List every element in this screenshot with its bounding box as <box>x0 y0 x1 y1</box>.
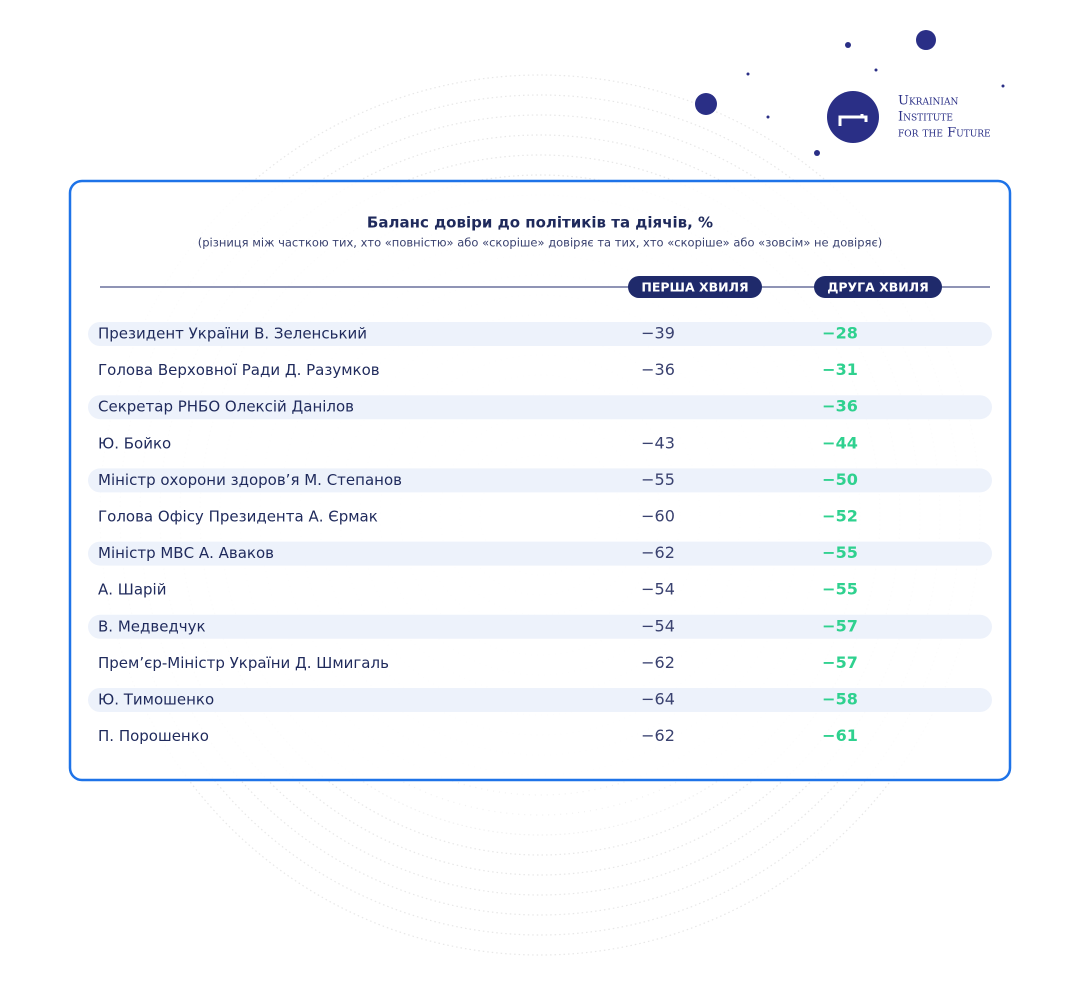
first-wave-value: −62 <box>641 543 675 562</box>
second-wave-value: −58 <box>822 690 858 709</box>
row-label: П. Порошенко <box>98 727 209 745</box>
column-pill <box>814 276 942 298</box>
second-wave-value: −55 <box>822 543 858 562</box>
logo-key <box>838 114 868 126</box>
second-wave-value: −50 <box>822 470 858 489</box>
first-wave-value: −62 <box>641 653 675 672</box>
decor-dot <box>695 93 717 115</box>
first-wave-value: −55 <box>641 470 675 489</box>
second-wave-value: −36 <box>822 397 858 416</box>
decor-dot <box>845 42 851 48</box>
first-wave-value: −39 <box>641 324 675 343</box>
second-wave-value: −31 <box>822 360 858 379</box>
first-wave-value: −62 <box>641 726 675 745</box>
column-pill <box>628 276 762 298</box>
second-wave-value: −28 <box>822 324 858 343</box>
second-wave-value: −55 <box>822 580 858 599</box>
second-wave-value: −44 <box>822 433 858 452</box>
column-header: ПЕРША ХВИЛЯ <box>641 280 748 295</box>
first-wave-value: −64 <box>641 690 675 709</box>
row-band <box>88 614 992 639</box>
row-label: Голова Офісу Президента А. Єрмак <box>98 508 378 526</box>
second-wave-value: −61 <box>822 726 858 745</box>
decor-dot <box>916 30 936 50</box>
row-label: Прем’єр-Міністр України Д. Шмигаль <box>98 654 389 672</box>
logo-text: Ukrainian <box>898 94 958 109</box>
first-wave-value: −54 <box>641 616 675 635</box>
decor-dot <box>746 72 750 76</box>
table-subtitle: (різниця між часткою тих, хто «повністю»… <box>198 236 883 250</box>
first-wave-value: −60 <box>641 507 675 526</box>
decor-dot <box>1001 84 1005 88</box>
second-wave-value: −57 <box>822 653 858 672</box>
decor-dot <box>874 68 878 72</box>
row-label: В. Медведчук <box>98 617 206 635</box>
logo-text: for the Future <box>898 126 991 141</box>
logo: Ukrainian Institute for the Future <box>695 30 1005 156</box>
row-label: Міністр МВС А. Аваков <box>98 544 274 562</box>
second-wave-value: −52 <box>822 507 858 526</box>
row-label: Президент України В. Зеленський <box>98 325 367 343</box>
row-band <box>88 322 992 346</box>
row-label: Ю. Бойко <box>98 434 171 452</box>
row-band <box>88 688 992 712</box>
row-band <box>88 541 992 566</box>
decor-dot <box>766 115 770 119</box>
row-label: Ю. Тимошенко <box>98 691 214 709</box>
first-wave-value: −43 <box>641 433 675 452</box>
row-band <box>88 468 992 493</box>
logo-text: Institute <box>898 110 953 125</box>
table-body: Президент України В. Зеленський −39 −28 Гол… <box>88 322 992 745</box>
table-title: Баланс довіри до політиків та діячів, % <box>367 214 713 232</box>
second-wave-value: −57 <box>822 616 858 635</box>
row-label: Голова Верховної Ради Д. Разумков <box>98 361 380 379</box>
row-label: А. Шарій <box>98 581 166 599</box>
row-band <box>88 395 992 420</box>
first-wave-value: −36 <box>641 360 675 379</box>
row-label: Міністр охорони здоров’я М. Степанов <box>98 471 402 489</box>
decor-dot <box>814 150 820 156</box>
row-label: Секретар РНБО Олексій Данілов <box>98 398 354 416</box>
first-wave-value: −54 <box>641 580 675 599</box>
column-header: ДРУГА ХВИЛЯ <box>827 280 929 295</box>
